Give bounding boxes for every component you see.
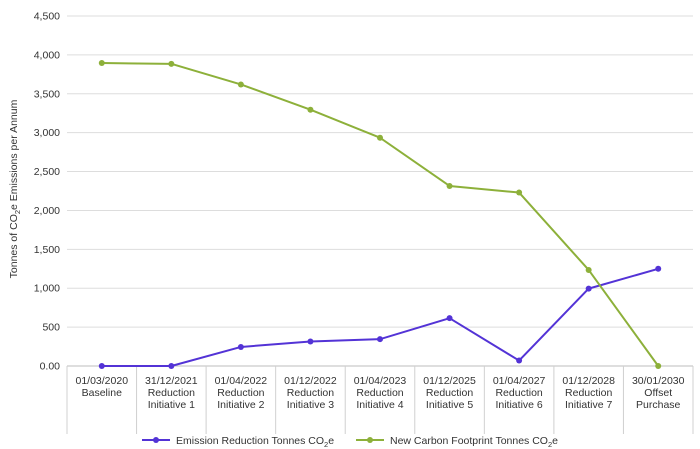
- y-tick-label: 3,500: [34, 88, 60, 100]
- y-axis-title: Tonnes of CO2e Emissions per Annum: [8, 99, 22, 278]
- data-point: [98, 60, 105, 67]
- series-lines: [98, 60, 662, 369]
- legend-marker-2: [367, 437, 373, 443]
- x-tick-label: 01/04/2023 Reduction Initiative 4: [354, 375, 407, 411]
- x-tick-label: 01/04/2027 Reduction Initiative 6: [493, 375, 546, 411]
- y-tick-label: 0.00: [40, 361, 61, 373]
- legend: Emission Reduction Tonnes CO2e New Carbon…: [142, 435, 558, 449]
- y-tick-label: 1,000: [34, 283, 60, 295]
- y-tick-label: 1,500: [34, 244, 60, 256]
- data-point: [655, 363, 662, 369]
- y-tick-labels: 0.00 500 1,000 1,500 2,000 2,500 3,000 3,500 4,0…: [34, 11, 60, 373]
- legend-marker-1: [153, 437, 159, 443]
- x-tick-label: 01/04/2022 Reduction Initiative 2: [215, 375, 268, 411]
- data-point: [446, 315, 453, 322]
- legend-label-1: Emission Reduction Tonnes CO2e: [176, 435, 334, 449]
- x-tick-label: 01/03/2020 Baseline: [75, 375, 128, 399]
- data-point: [585, 266, 592, 273]
- data-point: [237, 81, 244, 88]
- data-point: [446, 182, 453, 189]
- data-point: [168, 60, 175, 67]
- y-axis-label: Tonnes of CO2e Emissions per Annum: [8, 99, 22, 278]
- x-tick-label: 30/01/2030 Offset Purchase: [632, 375, 685, 411]
- data-point: [377, 134, 383, 141]
- data-point: [516, 357, 523, 364]
- legend-label-2: New Carbon Footprint Tonnes CO2e: [390, 435, 558, 449]
- y-tick-label: 4,000: [34, 49, 60, 61]
- x-tick-label: 31/12/2021 Reduction Initiative 1: [145, 375, 198, 411]
- data-point: [168, 363, 175, 369]
- data-point: [377, 336, 383, 343]
- data-point: [307, 338, 314, 345]
- y-tick-label: 4,500: [34, 11, 60, 23]
- data-point: [307, 106, 314, 113]
- y-tick-label: 2,000: [34, 205, 60, 217]
- x-tick-label: 01/12/2028 Reduction Initiative 7: [562, 375, 615, 411]
- y-tick-label: 3,000: [34, 127, 60, 139]
- data-point: [516, 189, 523, 196]
- x-tick-label: 01/12/2025 Reduction Initiative 5: [423, 375, 476, 411]
- x-tick-label: 01/12/2022 Reduction Initiative 3: [284, 375, 337, 411]
- data-point: [655, 265, 662, 272]
- x-axis: 01/03/2020 Baseline 31/12/2021 Reduction Ini…: [66, 366, 694, 434]
- gridlines: [67, 15, 693, 367]
- series-line-2: [101, 62, 660, 367]
- data-point: [585, 285, 592, 292]
- data-point: [237, 343, 244, 350]
- series-line-1: [101, 267, 659, 367]
- y-tick-label: 500: [42, 322, 60, 334]
- y-tick-label: 2,500: [34, 166, 60, 178]
- data-point: [98, 363, 105, 369]
